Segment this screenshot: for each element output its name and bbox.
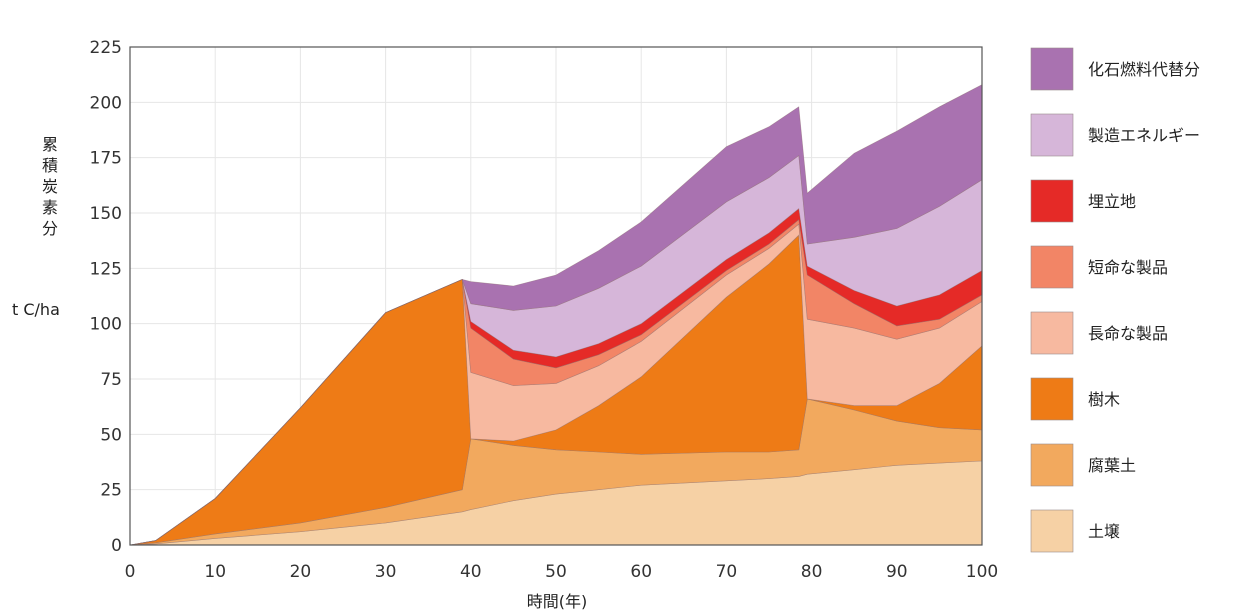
x-tick-label: 60 — [630, 562, 652, 582]
x-tick-label: 20 — [290, 562, 312, 582]
y-axis-unit: t C/ha — [12, 300, 60, 319]
plot-frame — [129, 46, 983, 546]
legend-swatch — [1030, 113, 1074, 157]
y-tick-label: 100 — [90, 315, 122, 335]
x-tick-label: 80 — [801, 562, 823, 582]
legend-label: 短命な製品 — [1088, 258, 1168, 277]
y-tick-label: 0 — [111, 536, 122, 556]
x-tick-label: 10 — [204, 562, 226, 582]
legend-label: 腐葉土 — [1088, 456, 1136, 475]
y-tick-label: 75 — [100, 370, 122, 390]
y-tick-label: 200 — [90, 93, 122, 113]
y-tick-label: 175 — [90, 149, 122, 169]
y-tick-label: 125 — [90, 259, 122, 279]
y-tick-label: 50 — [100, 425, 122, 445]
x-axis-ticks: 0 10 20 30 40 50 60 70 80 90 100 — [125, 562, 999, 582]
x-tick-label: 50 — [545, 562, 567, 582]
legend-label: 樹木 — [1088, 390, 1120, 409]
legend-label: 長命な製品 — [1088, 324, 1168, 343]
y-tick-label: 25 — [100, 481, 122, 501]
x-tick-label: 70 — [716, 562, 738, 582]
x-tick-label: 100 — [966, 562, 998, 582]
legend-swatch — [1030, 377, 1074, 421]
x-axis-title: 時間(年) — [527, 592, 588, 611]
legend-swatch — [1030, 47, 1074, 91]
legend-label: 化石燃料代替分 — [1088, 60, 1200, 79]
x-tick-label: 40 — [460, 562, 482, 582]
legend-swatch — [1030, 179, 1074, 223]
y-tick-label: 225 — [90, 38, 122, 58]
legend-swatch — [1030, 245, 1074, 289]
legend-label: 土壌 — [1088, 522, 1120, 541]
legend-swatch — [1030, 509, 1074, 553]
y-axis-title: 累積炭素分 — [42, 135, 58, 238]
y-axis-ticks: 0 25 50 75 100 125 150 175 200 225 — [90, 38, 122, 556]
x-tick-label: 90 — [886, 562, 908, 582]
x-tick-label: 30 — [375, 562, 397, 582]
x-tick-label: 0 — [125, 562, 136, 582]
legend-label: 製造エネルギー — [1088, 126, 1200, 145]
y-tick-label: 150 — [90, 204, 122, 224]
legend-label: 埋立地 — [1088, 192, 1136, 211]
legend-swatch — [1030, 443, 1074, 487]
legend-swatch — [1030, 311, 1074, 355]
